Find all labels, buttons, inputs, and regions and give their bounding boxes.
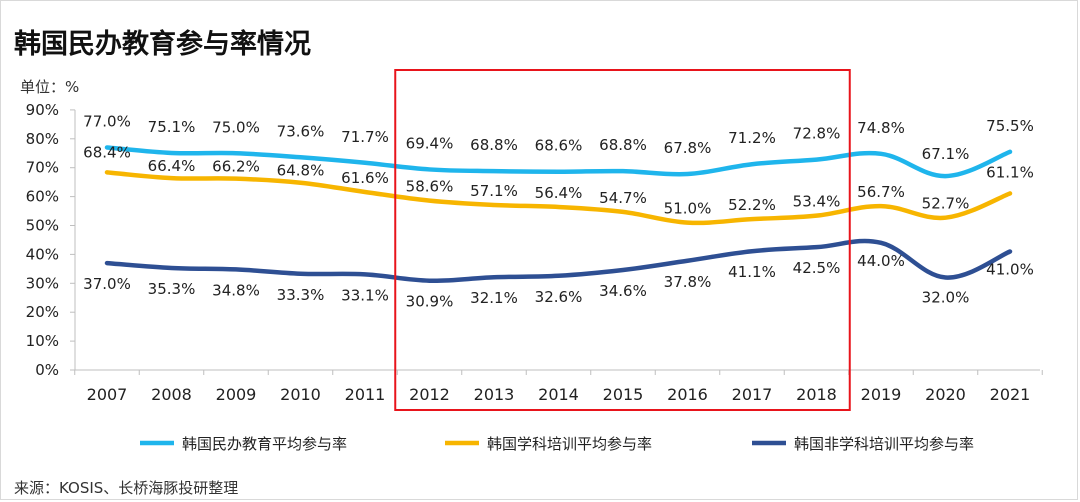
data-label-subject-training: 52.7% [922, 195, 970, 213]
y-tick-label: 40% [26, 245, 59, 263]
data-label-subject-training: 52.2% [728, 196, 776, 214]
x-tick-label: 2014 [538, 385, 579, 404]
data-label-subject-training: 61.1% [986, 163, 1034, 181]
data-label-subject-training: 54.7% [599, 189, 647, 207]
data-label-non-subject-training: 32.0% [922, 289, 970, 307]
x-tick-label: 2017 [732, 385, 773, 404]
x-tick-label: 2015 [603, 385, 644, 404]
y-tick-label: 30% [26, 274, 59, 292]
legend-label: 韩国非学科培训平均参与率 [794, 435, 974, 453]
data-label-non-subject-training: 34.6% [599, 282, 647, 300]
data-label-subject-training: 66.2% [212, 158, 260, 176]
x-tick-label: 2010 [280, 385, 321, 404]
data-label-subject-training: 56.4% [535, 184, 583, 202]
data-label-non-subject-training: 35.3% [148, 280, 196, 298]
data-label-non-subject-training: 34.8% [212, 281, 260, 299]
data-labels: 77.0% 75.1% 75.0% 73.6% 71.7% 69.4% 68.8% 68.6%… [83, 112, 1034, 310]
x-tick-label: 2021 [990, 385, 1031, 404]
y-tick-label: 90% [26, 101, 59, 119]
data-label-non-subject-training: 32.6% [535, 288, 583, 306]
x-tick-label: 2007 [87, 385, 128, 404]
data-label-subject-training: 53.4% [793, 193, 841, 211]
y-tick-label: 10% [26, 332, 59, 350]
y-tick-label: 70% [26, 159, 59, 177]
data-label-private-education: 74.8% [857, 119, 905, 137]
data-label-private-education: 68.8% [470, 136, 518, 154]
data-label-private-education: 73.6% [277, 122, 325, 140]
data-label-private-education: 71.2% [728, 129, 776, 147]
series-lines [104, 145, 1013, 283]
x-tick-label: 2008 [151, 385, 192, 404]
data-label-private-education: 68.6% [535, 137, 583, 155]
data-label-subject-training: 64.8% [277, 162, 325, 180]
x-tick-label: 2009 [216, 385, 257, 404]
data-label-subject-training: 68.4% [83, 143, 131, 161]
data-label-subject-training: 58.6% [406, 178, 454, 196]
data-label-non-subject-training: 33.3% [277, 286, 325, 304]
data-label-non-subject-training: 41.1% [728, 263, 776, 281]
data-label-non-subject-training: 33.1% [341, 286, 389, 304]
data-label-private-education: 75.0% [212, 118, 260, 136]
data-label-non-subject-training: 32.1% [470, 289, 518, 307]
data-label-private-education: 75.5% [986, 117, 1034, 135]
series-line-non-subject-training [104, 238, 1013, 283]
data-label-private-education: 69.4% [406, 134, 454, 152]
x-tick-label: 2013 [474, 385, 515, 404]
y-tick-label: 20% [26, 303, 59, 321]
x-tick-label: 2011 [345, 385, 386, 404]
series-line-subject-training [104, 170, 1013, 226]
x-tick-label: 2016 [667, 385, 708, 404]
data-label-private-education: 67.8% [664, 139, 712, 157]
y-tick-label: 0% [35, 361, 59, 379]
y-tick-label: 50% [26, 217, 59, 235]
data-label-subject-training: 56.7% [857, 183, 905, 201]
unit-label: 单位：% [20, 78, 80, 96]
x-tick-label: 2019 [861, 385, 902, 404]
legend: 韩国民办教育平均参与率 韩国学科培训平均参与率 韩国非学科培训平均参与率 [140, 435, 974, 453]
y-tick-label: 80% [26, 130, 59, 148]
highlight-box [394, 69, 851, 411]
legend-label: 韩国民办教育平均参与率 [182, 435, 347, 453]
data-label-private-education: 71.7% [341, 128, 389, 146]
data-label-non-subject-training: 41.0% [986, 261, 1034, 279]
data-label-private-education: 75.1% [148, 118, 196, 136]
chart-title: 韩国民办教育参与率情况 [14, 29, 311, 60]
x-tick-label: 2012 [409, 385, 450, 404]
axes: 0% 10% 20% 30% 40% 50% 60% 70% 80% 90% 2007 2008 200… [26, 101, 1043, 404]
legend-item-private-education: 韩国民办教育平均参与率 [140, 435, 347, 453]
x-tick-label: 2020 [925, 385, 966, 404]
data-label-subject-training: 66.4% [148, 157, 196, 175]
highlight-rectangle [394, 69, 851, 411]
data-label-private-education: 67.1% [922, 145, 970, 163]
legend-label: 韩国学科培训平均参与率 [487, 435, 652, 453]
data-label-subject-training: 61.6% [341, 169, 389, 187]
x-tick-label: 2018 [796, 385, 837, 404]
data-label-non-subject-training: 42.5% [793, 259, 841, 277]
data-label-non-subject-training: 37.0% [83, 275, 131, 293]
data-label-non-subject-training: 44.0% [857, 252, 905, 270]
source-note: 来源：KOSIS、长桥海豚投研整理 [14, 479, 239, 497]
data-label-subject-training: 57.1% [470, 182, 518, 200]
data-label-private-education: 72.8% [793, 125, 841, 143]
legend-item-non-subject-training: 韩国非学科培训平均参与率 [752, 435, 974, 453]
data-label-non-subject-training: 30.9% [406, 293, 454, 311]
data-label-private-education: 68.8% [599, 136, 647, 154]
data-label-private-education: 77.0% [83, 112, 131, 130]
series-line-private-education [104, 145, 1013, 179]
data-label-subject-training: 51.0% [664, 200, 712, 218]
y-tick-label: 60% [26, 188, 59, 206]
legend-item-subject-training: 韩国学科培训平均参与率 [445, 435, 652, 453]
data-label-non-subject-training: 37.8% [664, 273, 712, 291]
